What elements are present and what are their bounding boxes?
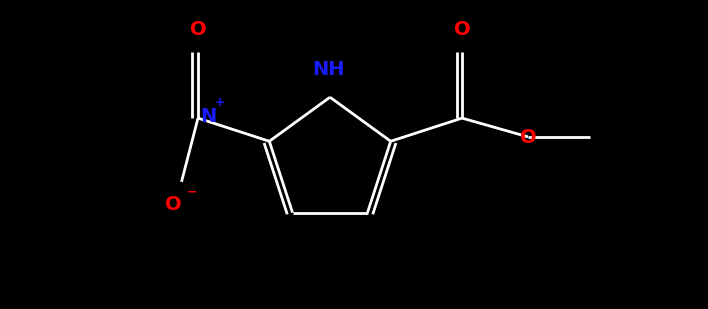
Text: O: O bbox=[520, 128, 537, 147]
Text: +: + bbox=[215, 95, 225, 108]
Text: O: O bbox=[165, 195, 182, 214]
Text: −: − bbox=[186, 185, 197, 198]
Text: N: N bbox=[200, 107, 216, 126]
Text: NH: NH bbox=[312, 60, 344, 79]
Text: O: O bbox=[190, 20, 206, 39]
Text: O: O bbox=[454, 20, 470, 39]
